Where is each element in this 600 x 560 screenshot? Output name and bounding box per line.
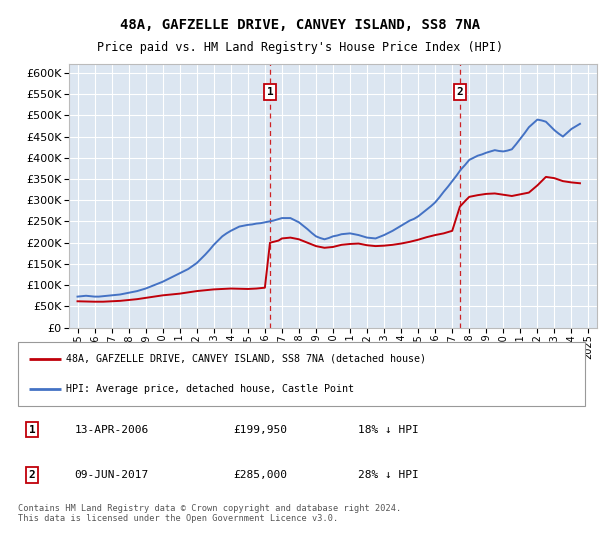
Text: £285,000: £285,000 [233,470,287,480]
Text: 1: 1 [29,424,35,435]
Text: HPI: Average price, detached house, Castle Point: HPI: Average price, detached house, Cast… [66,384,354,394]
Text: Price paid vs. HM Land Registry's House Price Index (HPI): Price paid vs. HM Land Registry's House … [97,40,503,54]
Text: 48A, GAFZELLE DRIVE, CANVEY ISLAND, SS8 7NA (detached house): 48A, GAFZELLE DRIVE, CANVEY ISLAND, SS8 … [66,354,426,364]
Text: 09-JUN-2017: 09-JUN-2017 [75,470,149,480]
FancyBboxPatch shape [18,342,585,406]
Text: 2: 2 [457,87,463,97]
Text: 1: 1 [266,87,274,97]
Text: 2: 2 [29,470,35,480]
Text: 48A, GAFZELLE DRIVE, CANVEY ISLAND, SS8 7NA: 48A, GAFZELLE DRIVE, CANVEY ISLAND, SS8 … [120,18,480,32]
Text: 18% ↓ HPI: 18% ↓ HPI [358,424,419,435]
Text: 28% ↓ HPI: 28% ↓ HPI [358,470,419,480]
Text: £199,950: £199,950 [233,424,287,435]
Text: Contains HM Land Registry data © Crown copyright and database right 2024.
This d: Contains HM Land Registry data © Crown c… [18,504,401,524]
Text: 13-APR-2006: 13-APR-2006 [75,424,149,435]
